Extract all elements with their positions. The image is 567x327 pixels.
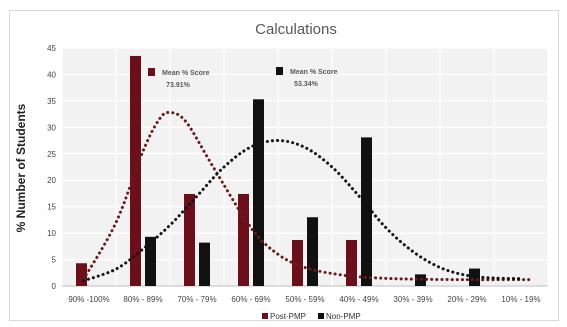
legend: Post-PMP Non-PMP bbox=[262, 312, 361, 321]
y-tick-label: 5 bbox=[52, 256, 57, 265]
y-axis-label: % Number of Students bbox=[14, 103, 28, 232]
x-tick-label: 40% - 49% bbox=[339, 295, 378, 304]
y-tick-label: 20 bbox=[47, 176, 56, 185]
legend-swatch bbox=[318, 313, 324, 319]
bar-post-pmp bbox=[292, 239, 303, 286]
annotation-label: Mean % Score bbox=[162, 70, 210, 77]
x-tick-label: 20% - 29% bbox=[447, 295, 486, 304]
legend-label: Post-PMP bbox=[270, 312, 306, 321]
plot-background bbox=[62, 48, 548, 286]
y-tick-label: 30 bbox=[47, 123, 56, 132]
annotation-swatch bbox=[148, 68, 155, 76]
bar-post-pmp bbox=[238, 193, 249, 286]
bar-post-pmp bbox=[184, 193, 195, 286]
bar-non-pmp bbox=[307, 217, 318, 286]
y-tick-label: 25 bbox=[47, 150, 56, 159]
annotation-value: 53.34% bbox=[294, 81, 319, 88]
bar-post-pmp bbox=[130, 55, 141, 286]
annotation-swatch bbox=[276, 67, 283, 75]
trendline-non-pmp bbox=[82, 139, 523, 283]
bar-post-pmp bbox=[346, 239, 357, 286]
y-tick-label: 10 bbox=[47, 229, 56, 238]
bars bbox=[76, 55, 480, 287]
annotation-value: 73.91% bbox=[166, 82, 191, 89]
trendline-post-pmp bbox=[82, 110, 531, 282]
annotation-label: Mean % Score bbox=[290, 69, 338, 76]
bar-non-pmp bbox=[469, 268, 480, 286]
x-tick-label: 60% - 69% bbox=[231, 295, 270, 304]
trendlines bbox=[82, 110, 531, 283]
legend-swatch bbox=[262, 313, 268, 319]
bar-non-pmp bbox=[361, 137, 372, 286]
bar-non-pmp bbox=[253, 99, 264, 287]
y-tick-label: 45 bbox=[47, 44, 56, 53]
x-tick-label: 70% - 79% bbox=[177, 295, 216, 304]
y-tick-label: 35 bbox=[47, 97, 56, 106]
x-tick-label: 30% - 39% bbox=[393, 295, 432, 304]
x-axis-ticks: 90% -100% 80% - 89% 70% - 79% 60% - 69% 50% … bbox=[68, 295, 540, 304]
y-tick-label: 15 bbox=[47, 203, 56, 212]
bar-non-pmp bbox=[145, 236, 156, 286]
chart-title: Calculations bbox=[255, 21, 337, 38]
annotations: Mean % Score 73.91% Mean % Score 53.34% bbox=[148, 67, 338, 89]
plot-area bbox=[62, 48, 548, 286]
bar-non-pmp bbox=[199, 242, 210, 286]
y-tick-label: 0 bbox=[52, 282, 57, 291]
x-tick-label: 10% - 19% bbox=[501, 295, 540, 304]
x-tick-label: 90% -100% bbox=[68, 295, 109, 304]
bar-post-pmp bbox=[76, 263, 87, 286]
y-tick-label: 40 bbox=[47, 70, 56, 79]
legend-label: Non-PMP bbox=[326, 312, 361, 321]
y-axis-ticks: 0 5 10 15 20 25 30 35 40 45 bbox=[47, 44, 56, 291]
x-tick-label: 50% - 59% bbox=[285, 295, 324, 304]
x-tick-label: 80% - 89% bbox=[123, 295, 162, 304]
